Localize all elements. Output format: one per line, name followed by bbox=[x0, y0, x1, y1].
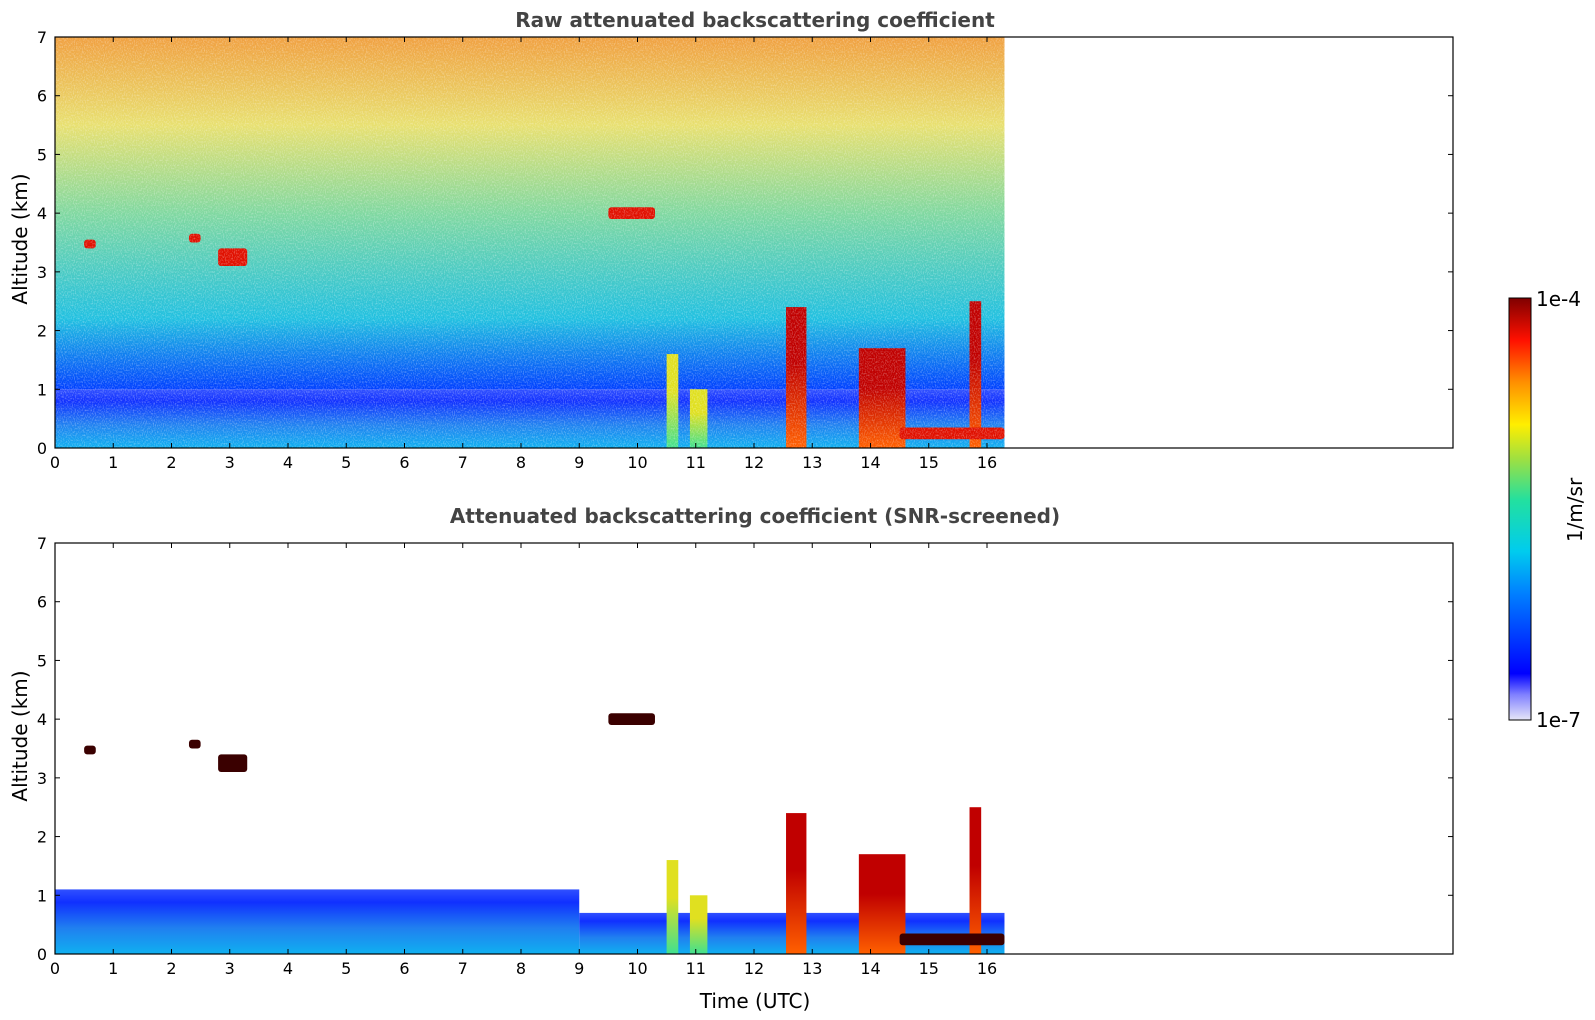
y-tick-label: 7 bbox=[37, 28, 47, 47]
y-tick-label: 3 bbox=[37, 263, 47, 282]
x-tick-label: 7 bbox=[458, 959, 468, 978]
x-tick-label: 15 bbox=[919, 959, 939, 978]
panel2-heatmap bbox=[55, 713, 1005, 954]
y-tick-label: 6 bbox=[37, 593, 47, 612]
y-tick-label: 2 bbox=[37, 828, 47, 847]
x-tick-label: 3 bbox=[225, 453, 235, 472]
heatmap-feature-boundary_layer bbox=[55, 889, 580, 954]
x-tick-label: 7 bbox=[458, 453, 468, 472]
panel1-title: Raw attenuated backscattering coefficien… bbox=[515, 8, 995, 32]
heatmap-feature-plume bbox=[689, 895, 708, 954]
x-tick-label: 11 bbox=[686, 453, 706, 472]
x-tick-label: 6 bbox=[399, 453, 409, 472]
heatmap-feature-plume bbox=[666, 860, 679, 954]
x-tick-label: 2 bbox=[166, 453, 176, 472]
heatmap-feature-plume bbox=[786, 813, 807, 954]
x-tick-label: 15 bbox=[919, 453, 939, 472]
x-tick-label: 10 bbox=[627, 453, 647, 472]
colorbar-gradient bbox=[1508, 297, 1532, 721]
x-tick-label: 4 bbox=[283, 959, 293, 978]
panel-snr-screened-backscatter: Attenuated backscattering coefficient (S… bbox=[8, 504, 1454, 1013]
panel1-heatmap bbox=[55, 37, 1005, 448]
panel2-title: Attenuated backscattering coefficient (S… bbox=[450, 504, 1060, 528]
heatmap-feature-cloud_layer bbox=[84, 745, 96, 755]
colorbar: 1e-4 1e-7 1/m/sr bbox=[1508, 287, 1587, 732]
heatmap-noise-texture bbox=[55, 37, 1005, 448]
x-tick-label: 6 bbox=[399, 959, 409, 978]
y-tick-label: 4 bbox=[37, 710, 47, 729]
heatmap-feature-cloud_layer bbox=[188, 739, 201, 749]
y-tick-label: 7 bbox=[37, 534, 47, 553]
x-tick-label: 13 bbox=[802, 959, 822, 978]
colorbar-unit-label: 1/m/sr bbox=[1563, 477, 1587, 542]
x-tick-label: 16 bbox=[977, 453, 997, 472]
heatmap-feature-surface_layer bbox=[899, 933, 1005, 946]
x-tick-label: 8 bbox=[516, 453, 526, 472]
y-tick-label: 6 bbox=[37, 87, 47, 106]
x-tick-label: 16 bbox=[977, 959, 997, 978]
x-tick-label: 10 bbox=[627, 959, 647, 978]
y-tick-label: 3 bbox=[37, 769, 47, 788]
x-tick-label: 1 bbox=[108, 959, 118, 978]
x-tick-label: 1 bbox=[108, 453, 118, 472]
x-tick-label: 5 bbox=[341, 959, 351, 978]
x-tick-label: 5 bbox=[341, 453, 351, 472]
x-tick-label: 2 bbox=[166, 959, 176, 978]
x-tick-label: 14 bbox=[860, 453, 880, 472]
y-tick-label: 2 bbox=[37, 322, 47, 341]
x-tick-label: 4 bbox=[283, 453, 293, 472]
panel-raw-backscatter: Raw attenuated backscattering coefficien… bbox=[8, 8, 1454, 472]
y-tick-label: 5 bbox=[37, 651, 47, 670]
x-tick-label: 14 bbox=[860, 959, 880, 978]
x-tick-label: 0 bbox=[50, 453, 60, 472]
heatmap-feature-plume bbox=[858, 854, 906, 954]
y-tick-label: 0 bbox=[37, 945, 47, 964]
y-tick-label: 1 bbox=[37, 380, 47, 399]
x-tick-label: 3 bbox=[225, 959, 235, 978]
y-tick-label: 1 bbox=[37, 886, 47, 905]
y-tick-label: 0 bbox=[37, 439, 47, 458]
x-tick-label: 12 bbox=[744, 959, 764, 978]
panel1-ylabel: Altitude (km) bbox=[8, 173, 32, 304]
x-tick-label: 13 bbox=[802, 453, 822, 472]
panel2-ylabel: Altitude (km) bbox=[8, 670, 32, 801]
x-tick-label: 9 bbox=[574, 453, 584, 472]
y-tick-label: 4 bbox=[37, 204, 47, 223]
x-tick-label: 9 bbox=[574, 959, 584, 978]
heatmap-feature-plume bbox=[969, 807, 982, 954]
y-tick-label: 5 bbox=[37, 145, 47, 164]
x-tick-label: 12 bbox=[744, 453, 764, 472]
x-tick-label: 8 bbox=[516, 959, 526, 978]
heatmap-feature-cloud_layer bbox=[608, 713, 655, 726]
colorbar-min-label: 1e-7 bbox=[1536, 708, 1581, 732]
colorbar-max-label: 1e-4 bbox=[1536, 287, 1581, 311]
heatmap-feature-cloud_layer bbox=[218, 754, 248, 772]
x-tick-label: 0 bbox=[50, 959, 60, 978]
panel2-xlabel: Time (UTC) bbox=[699, 989, 811, 1013]
x-tick-label: 11 bbox=[686, 959, 706, 978]
